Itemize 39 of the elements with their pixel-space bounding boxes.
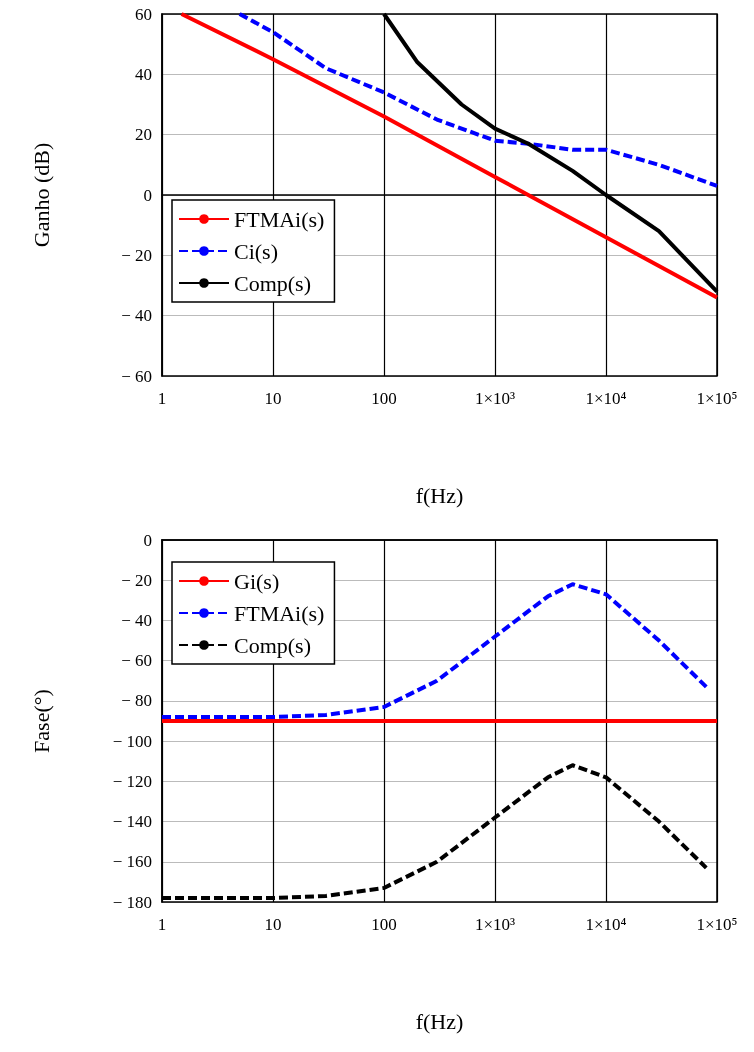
legend-label: Gi(s) [234,568,280,594]
y-tick-label: 0 [143,185,152,205]
y-tick-label: − 40 [121,610,152,630]
legend-label: FTMAi(s) [234,206,325,232]
x-tick-label: 1 [157,915,167,934]
x-tick-label: 10 [264,389,282,408]
y-tick-label: − 60 [121,366,152,386]
y-tick-label: − 80 [121,691,152,711]
y-tick-label: 40 [135,64,152,84]
y-tick-label: − 60 [121,651,152,671]
y-tick-label: − 100 [112,731,152,751]
x-tick-label: 10 [264,915,282,934]
legend-label: Ci(s) [234,238,278,264]
x-axis-title: f(Hz) [415,1008,464,1034]
legend-label: FTMAi(s) [234,600,325,626]
y-tick-label: − 20 [121,245,152,265]
y-tick-label: 20 [135,125,152,145]
y-axis-title: Ganho (dB) [28,142,54,248]
y-tick-label: 60 [135,4,152,24]
x-tick-label: 1×10⁵ [696,915,738,934]
x-tick-label: 1×10⁴ [585,389,627,408]
x-tick-label: 1×10³ [474,389,516,408]
x-tick-label: 1×10³ [474,915,516,934]
y-tick-label: − 180 [112,892,152,912]
x-tick-label: 1×10⁵ [696,389,738,408]
y-tick-label: − 40 [121,306,152,326]
y-tick-label: − 160 [112,852,152,872]
x-tick-label: 1 [157,389,167,408]
legend-label: Comp(s) [234,270,311,296]
y-tick-label: − 120 [112,771,152,791]
x-tick-label: 100 [371,389,397,408]
x-axis-title: f(Hz) [415,482,464,508]
y-tick-label: 0 [143,530,152,550]
y-axis-title: Fase(°) [28,689,54,753]
legend-label: Comp(s) [234,632,311,658]
y-tick-label: − 20 [121,570,152,590]
x-tick-label: 100 [371,915,397,934]
x-tick-label: 1×10⁴ [585,915,627,934]
y-tick-label: − 140 [112,812,152,832]
